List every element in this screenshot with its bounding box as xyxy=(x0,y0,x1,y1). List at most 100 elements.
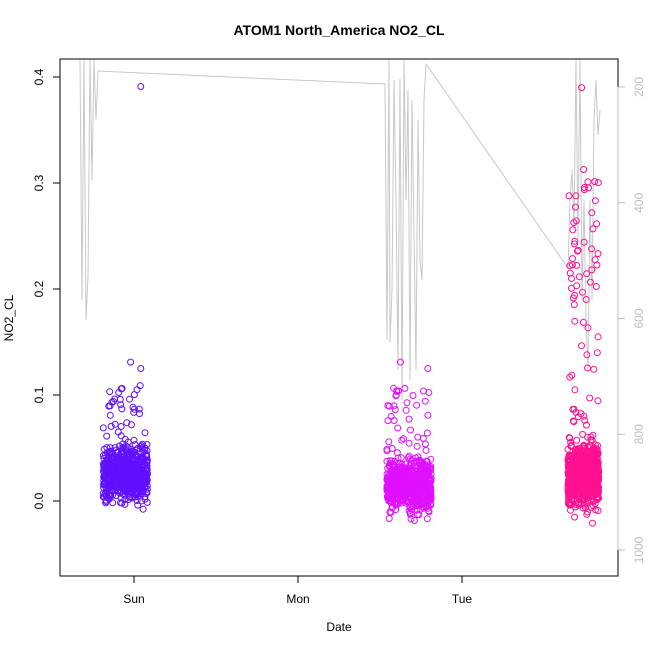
data-point xyxy=(100,466,108,474)
data-point xyxy=(594,486,602,494)
data-point xyxy=(574,246,582,254)
data-point xyxy=(591,454,599,462)
data-point xyxy=(423,515,431,523)
data-point xyxy=(416,490,424,498)
data-point xyxy=(404,497,412,505)
data-point xyxy=(406,510,414,518)
data-point xyxy=(415,488,422,495)
x-tick-label: Mon xyxy=(286,592,309,606)
data-point xyxy=(393,501,401,509)
data-point xyxy=(114,458,122,466)
data-point xyxy=(579,448,587,455)
data-point xyxy=(583,270,591,278)
data-point xyxy=(417,465,424,473)
data-point xyxy=(426,483,434,490)
data-point xyxy=(427,455,435,463)
data-point xyxy=(421,397,429,405)
data-point xyxy=(591,178,599,186)
data-point xyxy=(408,460,415,468)
data-point xyxy=(591,197,599,205)
data-point xyxy=(579,430,587,438)
data-point xyxy=(568,284,575,292)
data-point xyxy=(402,406,410,414)
data-point xyxy=(565,499,573,507)
data-point xyxy=(572,408,580,416)
data-point xyxy=(123,419,131,427)
data-point xyxy=(126,492,134,500)
data-point xyxy=(414,474,422,482)
data-point xyxy=(385,438,393,446)
series-3 xyxy=(564,84,603,527)
data-point xyxy=(425,508,433,516)
data-point xyxy=(114,487,121,495)
data-point xyxy=(107,472,115,480)
data-point-outlier xyxy=(127,358,135,366)
data-point xyxy=(567,439,575,446)
data-point xyxy=(393,449,401,457)
data-point xyxy=(584,178,592,186)
data-point xyxy=(573,261,581,269)
data-point xyxy=(422,446,430,454)
data-point xyxy=(129,468,136,476)
data-point xyxy=(424,463,432,471)
data-point xyxy=(109,454,117,462)
data-point xyxy=(383,445,391,453)
data-point xyxy=(400,435,407,443)
data-point xyxy=(131,483,139,491)
data-point xyxy=(590,458,598,466)
data-point xyxy=(141,493,149,501)
data-point xyxy=(584,508,591,516)
data-point xyxy=(117,423,125,430)
data-point xyxy=(121,496,129,503)
data-point xyxy=(427,490,434,498)
data-point xyxy=(141,460,148,468)
data-point xyxy=(591,256,599,264)
data-point xyxy=(595,483,603,491)
data-point xyxy=(579,318,587,326)
data-point xyxy=(594,179,602,187)
data-point xyxy=(569,454,577,462)
data-point xyxy=(580,489,588,497)
data-point xyxy=(385,515,393,522)
data-point xyxy=(105,481,113,489)
data-point xyxy=(397,454,405,462)
data-point xyxy=(401,384,409,392)
data-point xyxy=(590,365,598,373)
data-point xyxy=(569,294,577,302)
data-point xyxy=(407,515,415,523)
data-point xyxy=(424,411,432,419)
axes-layer: Sun Mon Tue 0.0 0.1 0.2 0.3 0.4 200 400 600 800 1000 xyxy=(32,68,646,606)
data-point xyxy=(122,442,130,450)
data-point xyxy=(408,469,416,477)
data-point xyxy=(131,441,139,449)
data-point xyxy=(110,462,118,470)
data-point xyxy=(580,166,588,173)
data-point xyxy=(427,463,435,470)
data-point xyxy=(582,296,590,303)
data-point xyxy=(414,453,422,461)
data-point xyxy=(392,471,399,479)
data-point xyxy=(384,402,392,410)
data-point xyxy=(120,458,128,466)
data-point xyxy=(582,460,590,468)
data-point xyxy=(565,192,573,200)
data-point xyxy=(106,448,114,456)
data-point xyxy=(566,373,574,381)
data-point xyxy=(585,491,592,499)
data-point xyxy=(130,485,138,493)
data-point-outlier xyxy=(137,365,145,372)
data-point xyxy=(566,269,574,277)
data-point xyxy=(117,401,125,409)
data-point xyxy=(588,245,596,253)
data-point xyxy=(584,324,592,332)
data-point xyxy=(129,403,137,411)
chart-title: ATOM1 North_America NO2_CL xyxy=(233,22,445,38)
data-point xyxy=(564,477,572,484)
data-point xyxy=(386,457,394,465)
data-point xyxy=(419,474,427,482)
data-point xyxy=(584,364,591,372)
data-point xyxy=(581,416,589,424)
data-point xyxy=(425,470,432,478)
data-point xyxy=(591,500,599,508)
data-point xyxy=(383,457,391,465)
